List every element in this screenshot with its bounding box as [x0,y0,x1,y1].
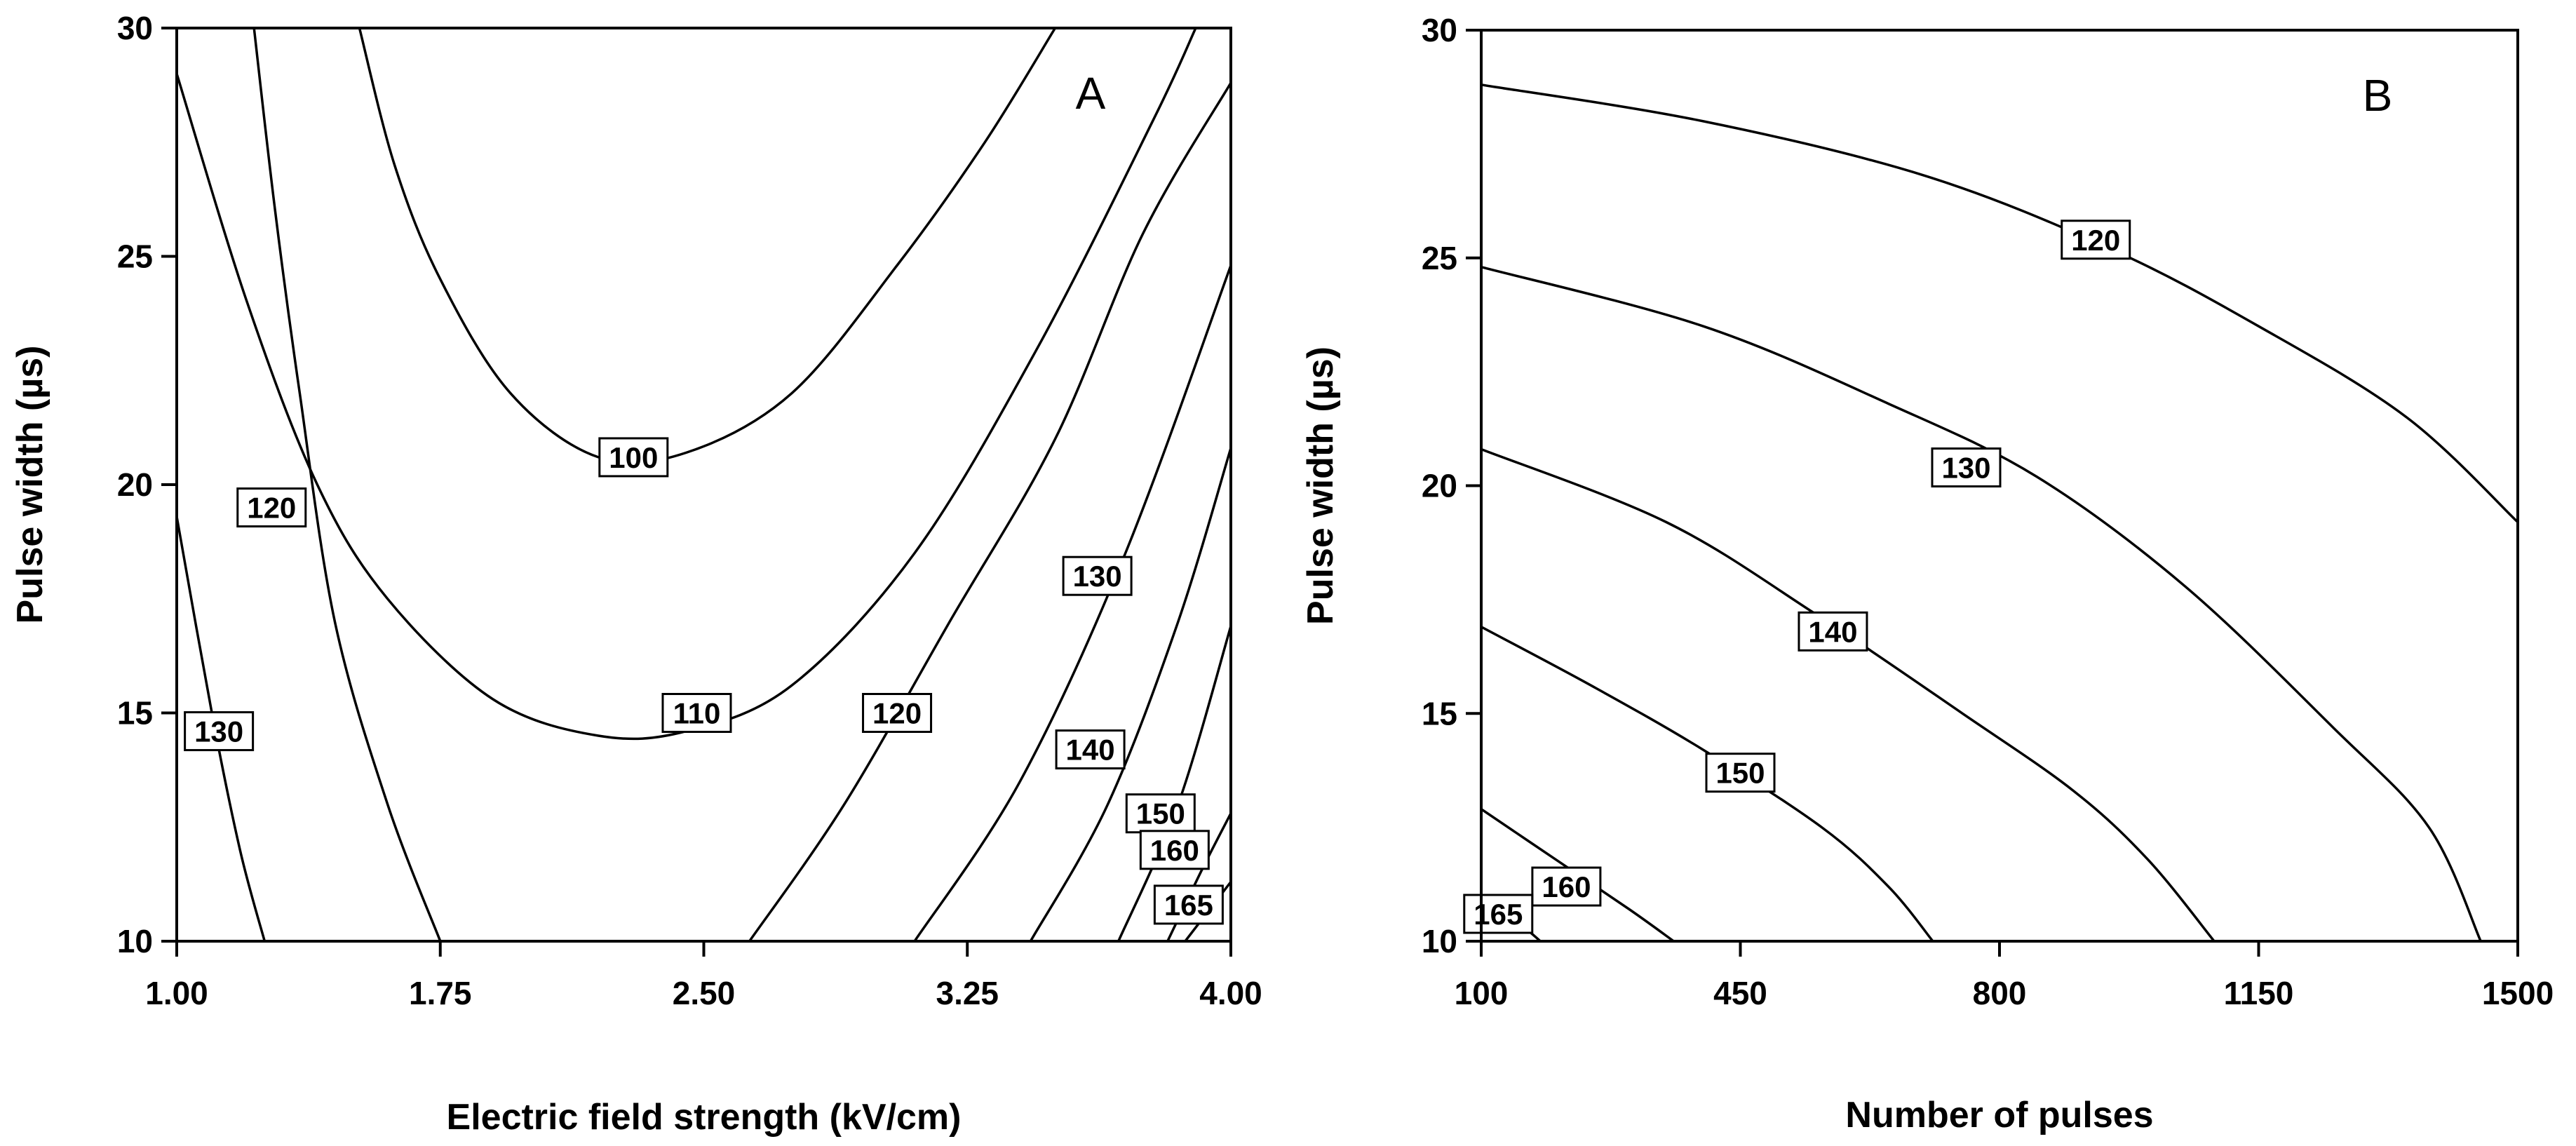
contour-label-140: 140 [1055,729,1126,770]
contour-line-140 [1029,447,1231,941]
contour-lines-b [1481,83,2518,941]
y-tick-label: 25 [1422,240,1457,276]
contour-label-text: 140 [1066,734,1115,767]
x-tick-label: 1500 [2482,975,2554,1011]
contour-label-box [1531,866,1602,907]
contour-line-130 [913,264,1231,941]
y-tick-label: 25 [117,238,153,275]
contour-label-box [862,693,933,733]
contour-label-box [1139,830,1210,870]
contour-line-130 [1481,266,2482,941]
contour-label-text: 150 [1136,797,1185,830]
contour-label-box [1463,894,1534,934]
contour-label-110: 110 [661,693,732,733]
contour-lines-a [177,28,1231,941]
contour-label-150: 150 [1125,793,1196,834]
contour-label-100: 100 [598,437,669,478]
x-tick-label: 1.75 [409,975,472,1011]
contour-label-120: 120 [2061,220,2131,260]
contour-label-text: 120 [872,697,922,730]
contour-label-box [661,693,732,733]
contour-label-box [1798,611,1868,652]
contour-label-text: 130 [1941,452,1990,485]
contour-label-text: 120 [247,492,296,525]
contour-label-text: 160 [1542,870,1591,903]
x-tick-label: 1150 [2224,975,2294,1011]
x-axis-title: Electric field strength (kV/cm) [447,1097,962,1138]
contour-line-110 [177,28,1197,741]
contour-label-text: 110 [673,697,721,730]
panel-a: 100 110 120 120 130 130 140 150 160 165 1.00 1.75 2.… [10,10,1262,1138]
contour-label-box [184,711,255,752]
y-tick-label: 15 [1422,695,1457,732]
x-tick-label: 3.25 [936,975,999,1011]
contour-label-150: 150 [1705,753,1776,793]
y-axis-title: Pulse width (µs) [10,346,50,624]
contour-line-120 [252,28,442,941]
x-tick-label: 4.00 [1199,975,1262,1011]
contour-label-165: 165 [1153,884,1224,925]
contour-label-text: 130 [1073,560,1122,593]
contour-label-text: 120 [2071,224,2120,257]
contour-label-text: 165 [1164,889,1213,922]
contour-label-160: 160 [1139,830,1210,870]
y-tick-label: 30 [117,10,153,46]
y-tick-label: 15 [117,695,153,732]
contour-label-130: 130 [1931,447,2002,488]
contour-label-120: 120 [862,693,933,733]
contour-line-130 [177,516,266,941]
contour-label-box [236,487,307,528]
contour-line-120 [748,82,1231,941]
x-tick-label: 2.50 [673,975,736,1011]
panel-letter: B [2363,70,2393,121]
contour-label-box [1062,555,1133,596]
contour-label-130: 130 [184,711,255,752]
x-tick-label: 100 [1455,975,1509,1011]
contour-label-box [1153,884,1224,925]
contour-label-box [2061,220,2131,260]
contour-label-text: 100 [609,441,658,474]
contour-label-box [1705,753,1776,793]
x-axis-title: Number of pulses [1845,1095,2153,1135]
contour-label-160: 160 [1531,866,1602,907]
contour-label-text: 140 [1808,615,1857,648]
y-tick-label: 20 [117,466,153,503]
contour-label-text: 150 [1715,757,1765,790]
contour-label-130: 130 [1062,555,1133,596]
y-tick-label: 10 [1422,923,1457,959]
contour-line-100 [358,28,1056,464]
y-tick-label: 30 [1422,12,1457,48]
contour-label-text: 160 [1150,834,1199,867]
contour-label-box [598,437,669,478]
y-tick-label: 20 [1422,468,1457,504]
plot-frame-a [175,27,1232,943]
contour-label-165: 165 [1463,894,1534,934]
contour-line-140 [1481,447,2216,941]
y-tick-label: 10 [117,923,153,959]
contour-label-box [1055,729,1126,770]
panel-letter: A [1076,68,1106,119]
contour-label-box [1931,447,2002,488]
contour-label-text: 130 [194,715,243,748]
contour-label-box [1125,793,1196,834]
contour-label-140: 140 [1798,611,1868,652]
contour-label-120: 120 [236,487,307,528]
x-tick-label: 450 [1713,975,1767,1011]
x-tick-label: 1.00 [145,975,208,1011]
y-axis-title: Pulse width (µs) [1300,346,1341,625]
x-tick-label: 800 [1973,975,2027,1011]
